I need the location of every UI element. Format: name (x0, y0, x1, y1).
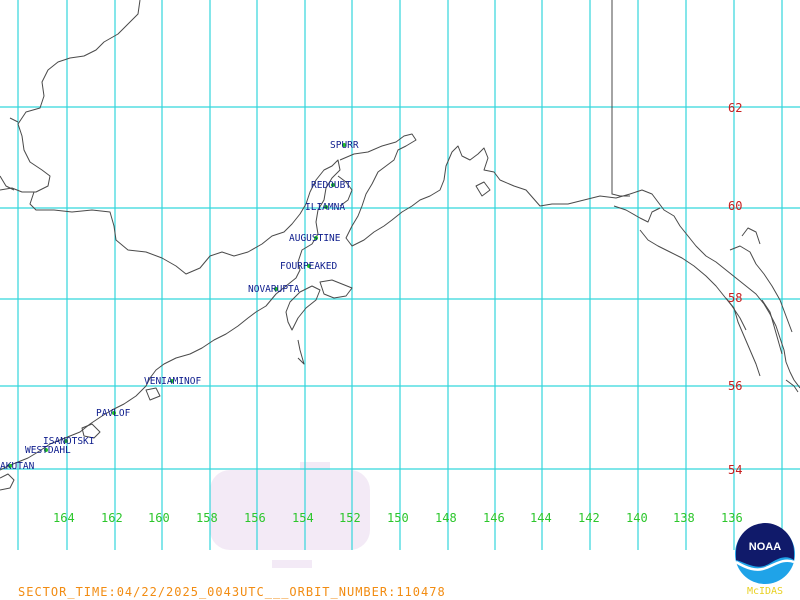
boundary-line (611, 0, 630, 197)
volcano-marker[interactable]: VENIAMINOF (144, 376, 201, 387)
lon-label: 148 (435, 511, 457, 525)
volcano-marker[interactable]: SPURR (330, 140, 359, 151)
lat-label: 62 (728, 101, 742, 115)
coastlines (0, 0, 800, 491)
volcano-marker[interactable]: PAVLOF (96, 408, 131, 419)
graticule (0, 0, 800, 550)
volcano-name: AKUTAN (0, 461, 35, 472)
noaa-badge-text: NOAA (749, 541, 781, 553)
lon-label: 152 (339, 511, 361, 525)
mcidas-caption: McIDAS (746, 586, 784, 597)
lon-label: 160 (148, 511, 170, 525)
latitude-labels: 62 60 58 56 54 (728, 101, 742, 477)
volcano-marker[interactable]: NOVARUPTA (248, 284, 300, 295)
volcano-name: VENIAMINOF (144, 376, 201, 387)
volcano-dot-icon (307, 264, 311, 268)
volcano-marker[interactable]: AUGUSTINE (289, 233, 341, 244)
lat-label: 60 (728, 199, 742, 213)
volcano-name: ILIAMNA (305, 202, 345, 213)
volcano-name: PAVLOF (96, 408, 131, 419)
lon-label: 150 (387, 511, 409, 525)
lon-label: 162 (101, 511, 123, 525)
longitude-labels: 164 162 160 158 156 154 152 150 148 146 … (53, 511, 743, 525)
volcano-dot-icon (44, 448, 48, 452)
lon-label: 156 (244, 511, 266, 525)
volcano-marker[interactable]: REDOUBT (311, 180, 351, 191)
lat-label: 56 (728, 379, 742, 393)
lon-label: 144 (530, 511, 552, 525)
lat-label: 58 (728, 291, 742, 305)
volcano-marker[interactable]: ILIAMNA (305, 202, 345, 213)
volcano-marker[interactable]: AKUTAN (0, 461, 35, 472)
lon-label: 138 (673, 511, 695, 525)
image-haze (210, 462, 370, 568)
volcano-name: AUGUSTINE (289, 233, 341, 244)
lon-label: 154 (292, 511, 314, 525)
volcano-dot-icon (324, 205, 328, 209)
volcano-name: SPURR (330, 140, 359, 151)
volcano-dot-icon (314, 236, 318, 240)
volcano-markers: SPURR REDOUBT ILIAMNA AUGUSTINE FOURPEAK… (0, 140, 359, 472)
volcano-dot-icon (8, 464, 12, 468)
volcano-name: ISANOTSKI (43, 436, 94, 447)
lon-label: 158 (196, 511, 218, 525)
lon-label: 136 (721, 511, 743, 525)
volcano-name: REDOUBT (311, 180, 351, 191)
sector-time-footer: SECTOR_TIME:04/22/2025_0043UTC___ORBIT_N… (18, 585, 446, 599)
lon-label: 142 (578, 511, 600, 525)
volcano-name: NOVARUPTA (248, 284, 300, 295)
volcano-marker[interactable]: WESTDAHL (25, 445, 71, 456)
volcano-marker[interactable]: FOURPEAKED (280, 261, 337, 272)
volcano-marker[interactable]: ISANOTSKI (43, 436, 94, 447)
volcano-dot-icon (170, 379, 174, 383)
lon-label: 140 (626, 511, 648, 525)
volcano-dot-icon (274, 287, 278, 291)
volcano-name: FOURPEAKED (280, 261, 337, 272)
volcano-dot-icon (64, 439, 68, 443)
lon-label: 146 (483, 511, 505, 525)
volcano-name: WESTDAHL (25, 445, 71, 456)
lat-label: 54 (728, 463, 742, 477)
volcano-dot-icon (331, 183, 335, 187)
volcano-dot-icon (112, 411, 116, 415)
volcano-dot-icon (342, 143, 346, 147)
lon-label: 164 (53, 511, 75, 525)
noaa-logo: NOAA (734, 522, 796, 598)
